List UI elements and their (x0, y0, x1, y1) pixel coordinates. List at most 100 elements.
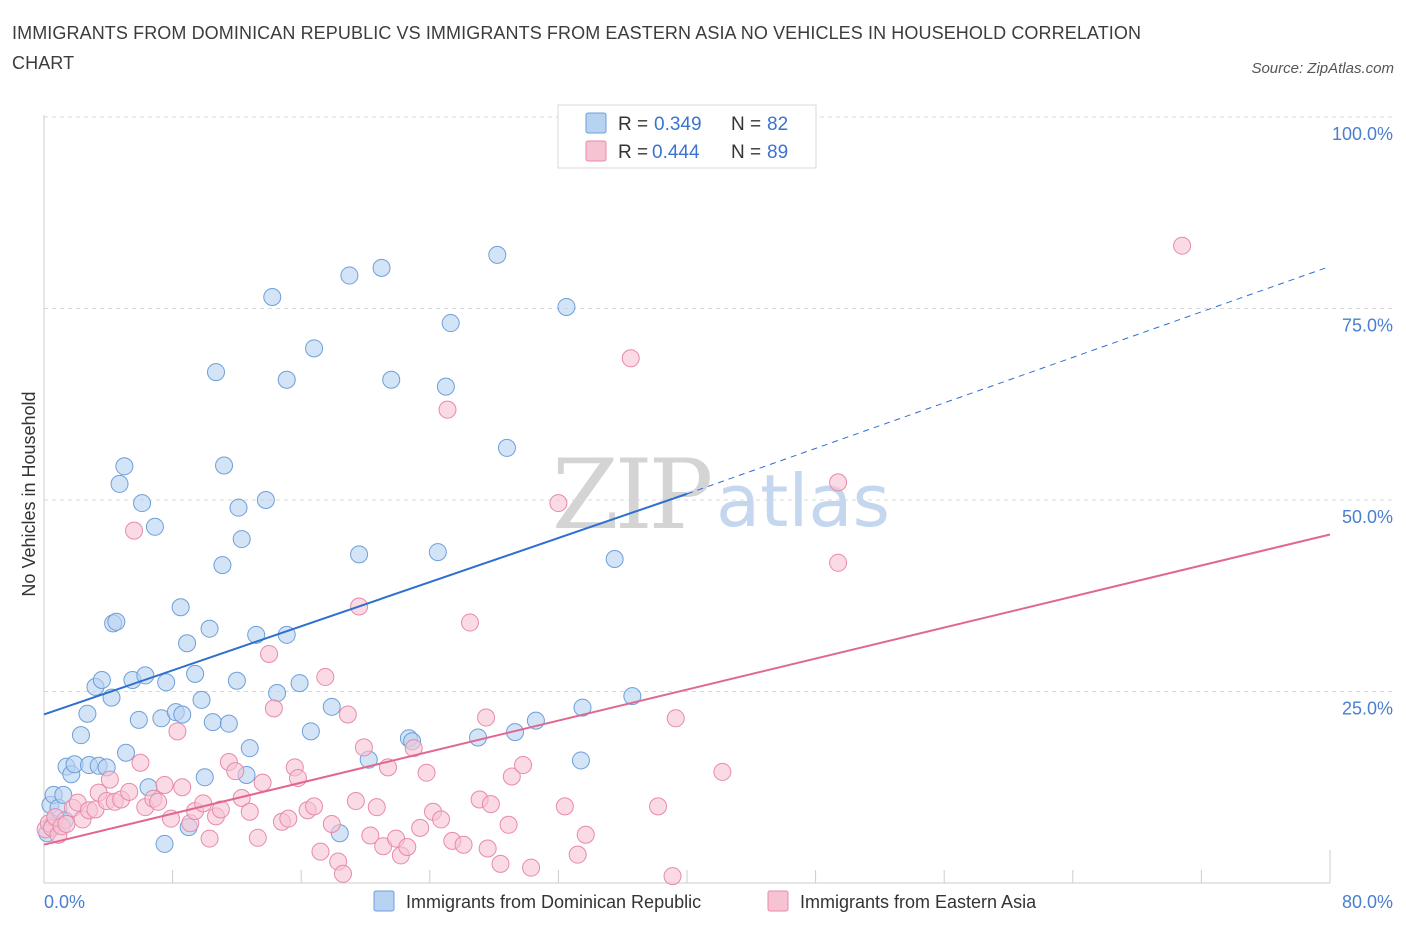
data-point-blue (441, 314, 460, 333)
watermark-zip: ZIP (552, 439, 711, 551)
data-point-pink (120, 782, 139, 801)
trend-line-pink (43, 533, 1331, 846)
data-point-pink (417, 763, 436, 782)
data-point-blue (322, 697, 341, 716)
y-tick-labels: 25.0% 50.0% 75.0% 100.0% (1332, 124, 1393, 719)
y-tick-label: 50.0% (1342, 507, 1393, 527)
trend-lines (43, 265, 1331, 846)
data-point-blue (157, 673, 176, 692)
gridlines (44, 116, 1393, 692)
data-point-blue (78, 704, 97, 723)
watermark-atlas: atlas (716, 459, 890, 543)
data-point-pink (194, 794, 213, 813)
data-point-pink (333, 864, 352, 883)
data-point-pink (260, 644, 279, 663)
legend-n-label-pink: N = (731, 142, 761, 163)
data-point-blue (213, 556, 232, 575)
data-point-pink (316, 667, 335, 686)
y-tick-label: 75.0% (1342, 316, 1393, 336)
legend-swatch-blue (585, 112, 607, 134)
data-point-blue (71, 726, 90, 745)
series-legend: Immigrants from Dominican Republic Immig… (373, 890, 1037, 912)
data-point-blue (229, 498, 248, 517)
source-label: Source: ZipAtlas.com (1251, 60, 1394, 77)
data-point-pink (253, 773, 272, 792)
data-point-blue (136, 666, 155, 685)
data-point-blue (173, 705, 192, 724)
chart-title: IMMIGRANTS FROM DOMINICAN REPUBLIC VS IM… (12, 23, 1142, 73)
data-point-blue (340, 266, 359, 285)
data-point-blue (232, 530, 251, 549)
data-point-pink (149, 792, 168, 811)
data-point-blue (186, 664, 205, 683)
data-point-pink (57, 815, 76, 834)
data-point-pink (1173, 236, 1192, 255)
data-point-blue (54, 785, 73, 804)
data-point-pink (125, 521, 144, 540)
data-point-blue (107, 612, 126, 631)
data-point-blue (372, 258, 391, 277)
data-point-pink (481, 795, 500, 814)
data-point-pink (666, 709, 685, 728)
data-point-blue (605, 549, 624, 568)
trend-extension-blue (686, 265, 1331, 495)
legend-r-value-pink: 0.444 (652, 142, 700, 163)
data-point-pink (248, 828, 267, 847)
data-point-pink (478, 839, 497, 858)
data-point-blue (192, 690, 211, 709)
data-points (36, 236, 1192, 886)
data-point-pink (226, 762, 245, 781)
data-point-pink (491, 854, 510, 873)
bottom-legend-label-pink: Immigrants from Eastern Asia (800, 892, 1037, 912)
data-point-pink (649, 797, 668, 816)
data-point-blue (200, 619, 219, 638)
data-point-pink (568, 845, 587, 864)
data-point-blue (155, 834, 174, 853)
data-point-pink (168, 722, 187, 741)
data-point-blue (145, 517, 164, 536)
data-point-blue (207, 363, 226, 382)
data-point-blue (240, 739, 259, 758)
data-point-pink (367, 798, 386, 817)
legend-r-label-blue: R = (618, 114, 648, 135)
data-point-blue (268, 684, 287, 703)
stats-legend: R = 0.349 N = 82 R = 0.444 N = 89 (557, 104, 817, 169)
data-point-blue (178, 634, 197, 653)
legend-swatch-pink (585, 140, 607, 162)
data-point-pink (829, 553, 848, 572)
data-point-pink (621, 349, 640, 368)
data-point-pink (502, 767, 521, 786)
data-point-pink (549, 494, 568, 513)
data-point-pink (211, 800, 230, 819)
data-point-blue (195, 768, 214, 787)
data-point-blue (219, 714, 238, 733)
legend-n-value-pink: 89 (767, 142, 788, 163)
bottom-legend-swatch-pink (767, 890, 789, 912)
legend-n-label-blue: N = (731, 114, 761, 135)
data-point-pink (555, 797, 574, 816)
data-point-pink (155, 775, 174, 794)
data-point-blue (92, 671, 111, 690)
data-point-pink (338, 705, 357, 724)
data-point-pink (522, 858, 541, 877)
data-point-blue (305, 339, 324, 358)
data-point-pink (460, 613, 479, 632)
data-point-blue (436, 377, 455, 396)
data-point-pink (100, 770, 119, 789)
data-point-blue (171, 598, 190, 617)
data-point-blue (623, 687, 642, 706)
data-point-pink (398, 837, 417, 856)
data-point-blue (557, 297, 576, 316)
trend-line-blue (43, 492, 688, 716)
data-point-blue (116, 743, 135, 762)
data-point-blue (573, 698, 592, 717)
legend-n-value-blue: 82 (767, 114, 788, 135)
data-point-blue (256, 491, 275, 509)
data-point-blue (203, 713, 222, 732)
data-point-pink (829, 473, 848, 492)
data-point-pink (438, 400, 457, 419)
data-point-pink (663, 867, 682, 886)
data-point-blue (301, 722, 320, 741)
y-tick-label: 25.0% (1342, 699, 1393, 719)
